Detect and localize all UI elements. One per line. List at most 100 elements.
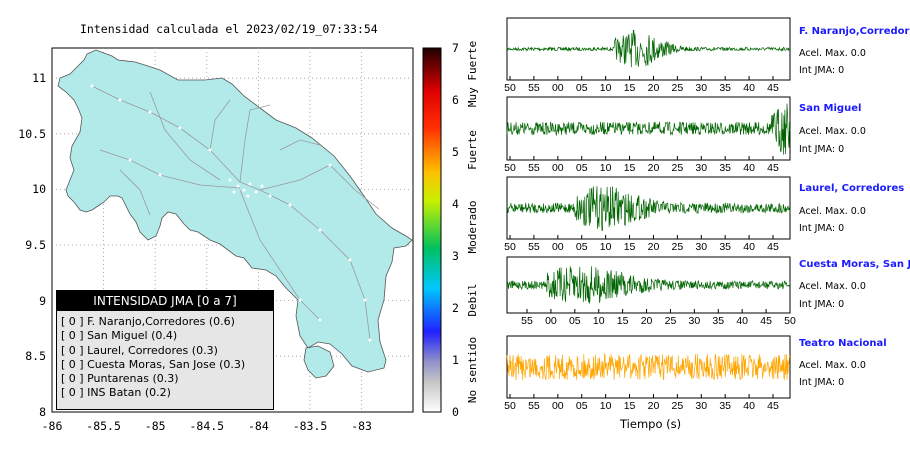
svg-text:1: 1 (452, 353, 459, 367)
station-accel: Acel. Max. 0.0 (799, 206, 866, 217)
trace-tick-label: 25 (672, 400, 684, 412)
x-tick-label: -86 (42, 419, 63, 433)
trace-tick-label: 20 (648, 241, 660, 253)
trace-tick-label: 20 (648, 162, 660, 174)
trace-tick-label: 55 (521, 315, 533, 327)
y-tick-label: 8.5 (25, 349, 46, 363)
legend-item: [ 0 ] F. Naranjo,Corredores (0.6) (61, 315, 235, 328)
x-tick-label: -83 (351, 419, 372, 433)
trace-tick-label: 50 (504, 241, 516, 253)
trace-panel: 50 55 00 05 10 15 20 25 30 35 40 45 (504, 17, 791, 94)
trace-tick-label: 30 (695, 162, 707, 174)
trace-tick-label: 20 (641, 315, 653, 327)
station-name: Cuesta Moras, San Jose (799, 259, 910, 270)
trace-tick-label: 55 (528, 241, 540, 253)
map-x-ticks: -86 -85.5 -85 -84.5 -84 -83.5 -83 (42, 419, 372, 433)
svg-text:6: 6 (452, 93, 459, 107)
trace-tick-label: 20 (648, 82, 660, 94)
trace-tick-label: 50 (504, 162, 516, 174)
trace-tick-label: 50 (504, 400, 516, 412)
trace-tick-label: 15 (617, 315, 629, 327)
station-accel: Acel. Max. 0.0 (799, 360, 866, 371)
trace-tick-label: 40 (743, 241, 755, 253)
trace-tick-label: 15 (624, 162, 636, 174)
colorbar-category-labels: No sentido Debil Moderado Fuerte Muy Fue… (466, 41, 479, 403)
trace-tick-label: 10 (600, 162, 612, 174)
svg-text:0: 0 (452, 405, 459, 419)
svg-text:7: 7 (452, 41, 459, 55)
x-tick-label: -85 (145, 419, 166, 433)
trace-tick-label: 10 (600, 241, 612, 253)
legend-title: INTENSIDAD JMA [0 a 7] (57, 291, 273, 311)
station-intensity: Int JMA: 0 (799, 144, 845, 155)
y-tick-label: 11 (32, 71, 46, 85)
label-no-sentido: No sentido (466, 337, 479, 403)
station-accel: Acel. Max. 0.0 (799, 126, 866, 137)
trace-panel: 55 00 05 10 15 20 25 30 35 40 45 50 (506, 256, 796, 327)
legend-item: [ 0 ] San Miguel (0.4) (61, 329, 178, 343)
trace-tick-label: 40 (743, 400, 755, 412)
svg-text:3: 3 (452, 249, 459, 263)
trace-tick-label: 30 (689, 315, 701, 327)
trace-tick-label: 10 (600, 82, 612, 94)
trace-tick-label: 45 (767, 241, 779, 253)
trace-tick-label: 35 (719, 162, 731, 174)
trace-frame (506, 176, 791, 240)
trace-tick-label: 25 (672, 162, 684, 174)
trace-tick-label: 40 (743, 82, 755, 94)
trace-tick-label: 45 (760, 315, 772, 327)
trace-tick-label: 15 (624, 82, 636, 94)
trace-tick-label: 30 (695, 241, 707, 253)
waveform-line (506, 103, 791, 155)
trace-panel: 50 55 00 05 10 15 20 25 30 35 40 45 (504, 96, 791, 174)
trace-tick-label: 30 (695, 82, 707, 94)
x-tick-label: -83.5 (293, 419, 328, 433)
trace-tick-label: 55 (528, 82, 540, 94)
osa-peninsula (303, 345, 335, 379)
trace-tick-label: 25 (672, 241, 684, 253)
trace-tick-label: 35 (712, 315, 724, 327)
trace-tick-label: 00 (552, 162, 564, 174)
y-tick-label: 10 (32, 182, 46, 196)
station-intensity: Int JMA: 0 (799, 299, 845, 310)
map-title: Intensidad calculada el 2023/02/19_07:33… (80, 22, 378, 36)
station-name: Laurel, Corredores (799, 183, 905, 194)
intensity-legend: INTENSIDAD JMA [0 a 7] [ 0 ] F. Naranjo,… (56, 290, 274, 410)
station-markers (90, 84, 382, 342)
trace-tick-label: 05 (576, 241, 588, 253)
trace-frame (506, 17, 791, 81)
trace-tick-label: 35 (719, 241, 731, 253)
trace-panel: 50 55 00 05 10 15 20 25 30 35 40 45 (504, 176, 791, 253)
trace-frame (506, 335, 791, 399)
trace-tick-label: 00 (552, 82, 564, 94)
trace-tick-label: 00 (545, 315, 557, 327)
waveform-line (506, 29, 791, 68)
station-intensity: Int JMA: 0 (799, 223, 845, 234)
trace-tick-label: 35 (719, 82, 731, 94)
label-moderado: Moderado (466, 201, 479, 254)
y-tick-label: 9 (39, 294, 46, 308)
trace-frame (506, 256, 791, 314)
trace-tick-label: 55 (528, 162, 540, 174)
trace-tick-label: 05 (576, 162, 588, 174)
legend-item: [ 0 ] Puntarenas (0.3) (61, 372, 179, 386)
legend-item: [ 0 ] Laurel, Corredores (0.3) (61, 343, 218, 357)
trace-tick-label: 25 (665, 315, 677, 327)
label-muy-fuerte: Muy Fuerte (466, 41, 479, 107)
trace-tick-label: 30 (695, 400, 707, 412)
trace-tick-label: 10 (600, 400, 612, 412)
y-tick-label: 8 (39, 405, 46, 419)
trace-tick-label: 55 (528, 400, 540, 412)
trace-tick-label: 00 (552, 400, 564, 412)
waveform-line (506, 266, 791, 304)
traces-x-label: Tiempo (s) (620, 417, 682, 431)
trace-tick-label: 20 (648, 400, 660, 412)
station-name: F. Naranjo,Corredores (799, 26, 910, 37)
legend-item: [ 0 ] Cuesta Moras, San Jose (0.3) (61, 357, 246, 371)
waveform-line (506, 186, 791, 232)
x-tick-label: -85.5 (86, 419, 121, 433)
station-accel: Acel. Max. 0.0 (799, 48, 866, 59)
legend-item: [ 0 ] INS Batan (0.2) (61, 386, 171, 400)
trace-tick-label: 50 (504, 82, 516, 94)
y-tick-label: 10.5 (18, 127, 46, 141)
